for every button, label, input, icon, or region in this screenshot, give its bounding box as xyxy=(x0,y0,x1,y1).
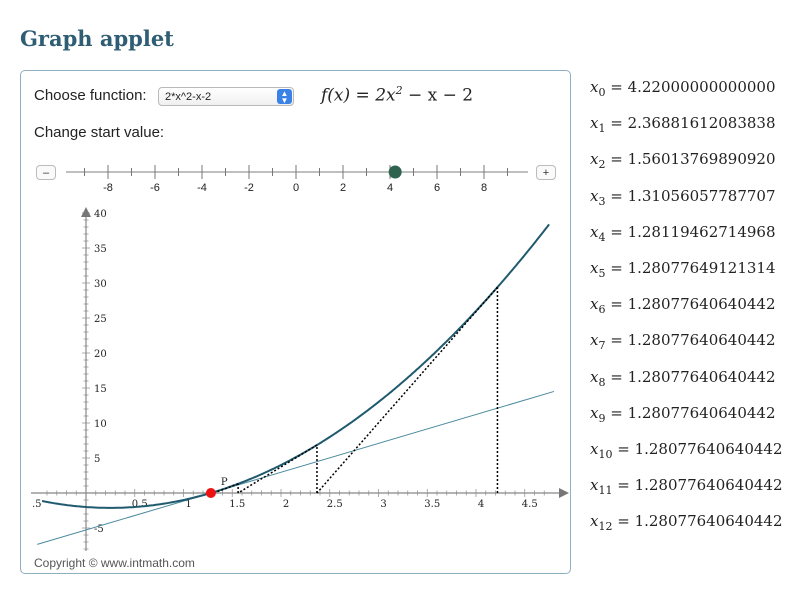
slider-tick-label: -4 xyxy=(197,182,207,194)
y-tick-label: -5 xyxy=(94,524,104,535)
iteration-value: 1.28077640640442 xyxy=(634,512,783,531)
iteration-value: 1.28077640640442 xyxy=(634,476,783,495)
slider-decrease-button[interactable]: – xyxy=(36,165,56,180)
x-tick-label: 1 xyxy=(185,499,191,510)
x-tick-label: 4 xyxy=(478,499,484,510)
x-tick-label: 1.5 xyxy=(229,499,245,510)
slider-tick-label: 8 xyxy=(481,182,487,194)
iteration-value: 1.28119462714968 xyxy=(627,222,776,241)
iteration-value: 1.31056057787707 xyxy=(627,186,776,205)
iteration-value: 1.28077640640442 xyxy=(634,439,783,458)
iteration-symbol: x0 xyxy=(590,78,606,99)
y-tick-label: 35 xyxy=(94,244,107,255)
iteration-row: x9 = 1.28077640640442 xyxy=(590,403,776,425)
y-tick-label: 40 xyxy=(94,209,107,220)
iteration-row: x6 = 1.28077640640442 xyxy=(590,295,776,317)
slider-tick-label: -8 xyxy=(103,182,113,194)
page-title: Graph applet xyxy=(20,26,174,51)
x-tick-label: 4.5 xyxy=(522,499,538,510)
iteration-symbol: x12 xyxy=(590,512,613,534)
slider-increase-button[interactable]: + xyxy=(536,165,556,180)
iteration-row: x0 = 4.22000000000000 xyxy=(590,78,776,99)
x-tick-label: 3 xyxy=(380,499,386,510)
function-select-value: 2*x^2-x-2 xyxy=(165,91,212,103)
iteration-row: x8 = 1.28077640640442 xyxy=(590,367,776,389)
iteration-row: x10 = 1.28077640640442 xyxy=(590,439,783,461)
point-p xyxy=(205,488,216,498)
iteration-row: x5 = 1.28077649121314 xyxy=(590,258,776,280)
iteration-row: x12 = 1.28077640640442 xyxy=(590,512,783,534)
slider-tick-label: -2 xyxy=(244,182,254,194)
x-tick-label: 2.5 xyxy=(327,499,343,510)
iteration-list: x0 = 4.22000000000000 x1 = 2.368816120838… xyxy=(590,78,795,548)
iteration-row: x1 = 2.36881612083838 xyxy=(590,114,776,136)
slider-ticks: -8 -6 -4 -2 0 2 4 6 8 xyxy=(84,165,508,194)
point-p-label: P xyxy=(221,477,228,488)
slider-tick-label: 4 xyxy=(387,182,393,194)
iteration-symbol: x3 xyxy=(590,186,606,208)
iteration-value: 1.28077640640442 xyxy=(627,367,776,386)
copyright-text: Copyright © www.intmath.com xyxy=(34,556,195,570)
iteration-value: 1.56013769890920 xyxy=(627,150,776,169)
newton-iterations xyxy=(213,286,499,494)
select-arrows-icon: ▲ ▼ xyxy=(277,89,292,105)
iteration-symbol: x7 xyxy=(590,331,606,353)
change-start-label: Change start value: xyxy=(34,124,165,141)
x-tick-label: 0.5 xyxy=(132,499,148,510)
iteration-row: x7 = 1.28077640640442 xyxy=(590,331,776,353)
iteration-symbol: x1 xyxy=(590,114,606,136)
x-axis-edge-label: .5 xyxy=(32,499,42,510)
newton-tangent xyxy=(316,286,499,494)
y-tick-label: 30 xyxy=(94,279,107,290)
iteration-value: 1.28077649121314 xyxy=(627,258,776,277)
y-axis-arrow xyxy=(81,207,91,217)
tangent-line xyxy=(37,390,555,545)
iteration-row: x3 = 1.31056057787707 xyxy=(590,186,776,208)
y-tick-label: 15 xyxy=(94,384,107,395)
iteration-row: x11 = 1.28077640640442 xyxy=(590,476,783,498)
slider-tick-label: -6 xyxy=(150,182,160,194)
function-formula: f(x) = 2x2 − x − 2 xyxy=(321,84,474,106)
iteration-symbol: x5 xyxy=(590,258,606,280)
slider-handle[interactable] xyxy=(388,165,402,179)
x-tick-label: 3.5 xyxy=(424,499,440,510)
iteration-row: x4 = 1.28119462714968 xyxy=(590,222,776,244)
newton-tangent xyxy=(213,483,239,494)
iteration-symbol: x6 xyxy=(590,295,606,317)
function-curve xyxy=(41,223,550,509)
start-value-slider[interactable]: -8 -6 -4 -2 0 2 4 6 8 xyxy=(21,71,570,201)
y-tick-label: 20 xyxy=(94,349,107,360)
y-tick-label: 5 xyxy=(94,454,100,465)
axis-tick-labels: 0.5 1 1.5 2 2.5 3 3.5 4 4.5 -5 5 10 15 20 25 30 35 40 xyxy=(94,209,538,535)
iteration-value: 1.28077640640442 xyxy=(627,403,776,422)
choose-function-label: Choose function: xyxy=(34,87,147,104)
iteration-value: 4.22000000000000 xyxy=(627,78,776,96)
iteration-symbol: x4 xyxy=(590,222,606,244)
iteration-symbol: x8 xyxy=(590,367,606,389)
x-axis-arrow xyxy=(559,488,569,498)
iteration-symbol: x10 xyxy=(590,439,613,461)
graph-applet: Choose function: 2*x^2-x-2 ▲ ▼ f(x) = 2x2… xyxy=(20,70,571,574)
y-tick-label: 25 xyxy=(94,314,107,325)
iteration-symbol: x11 xyxy=(590,476,613,498)
x-tick-label: 2 xyxy=(283,499,289,510)
iteration-value: 1.28077640640442 xyxy=(627,295,776,314)
iteration-symbol: x9 xyxy=(590,403,606,425)
iteration-row: x2 = 1.56013769890920 xyxy=(590,150,776,172)
slider-tick-label: 2 xyxy=(340,182,346,194)
axis-ticks xyxy=(46,212,545,550)
newton-tangent xyxy=(237,444,318,494)
y-tick-label: 10 xyxy=(94,419,107,430)
iteration-value: 2.36881612083838 xyxy=(627,114,776,133)
slider-tick-label: 0 xyxy=(293,182,299,194)
iteration-symbol: x2 xyxy=(590,150,606,172)
function-select[interactable]: 2*x^2-x-2 ▲ ▼ xyxy=(158,87,294,106)
iteration-value: 1.28077640640442 xyxy=(627,331,776,350)
slider-tick-label: 6 xyxy=(434,182,440,194)
